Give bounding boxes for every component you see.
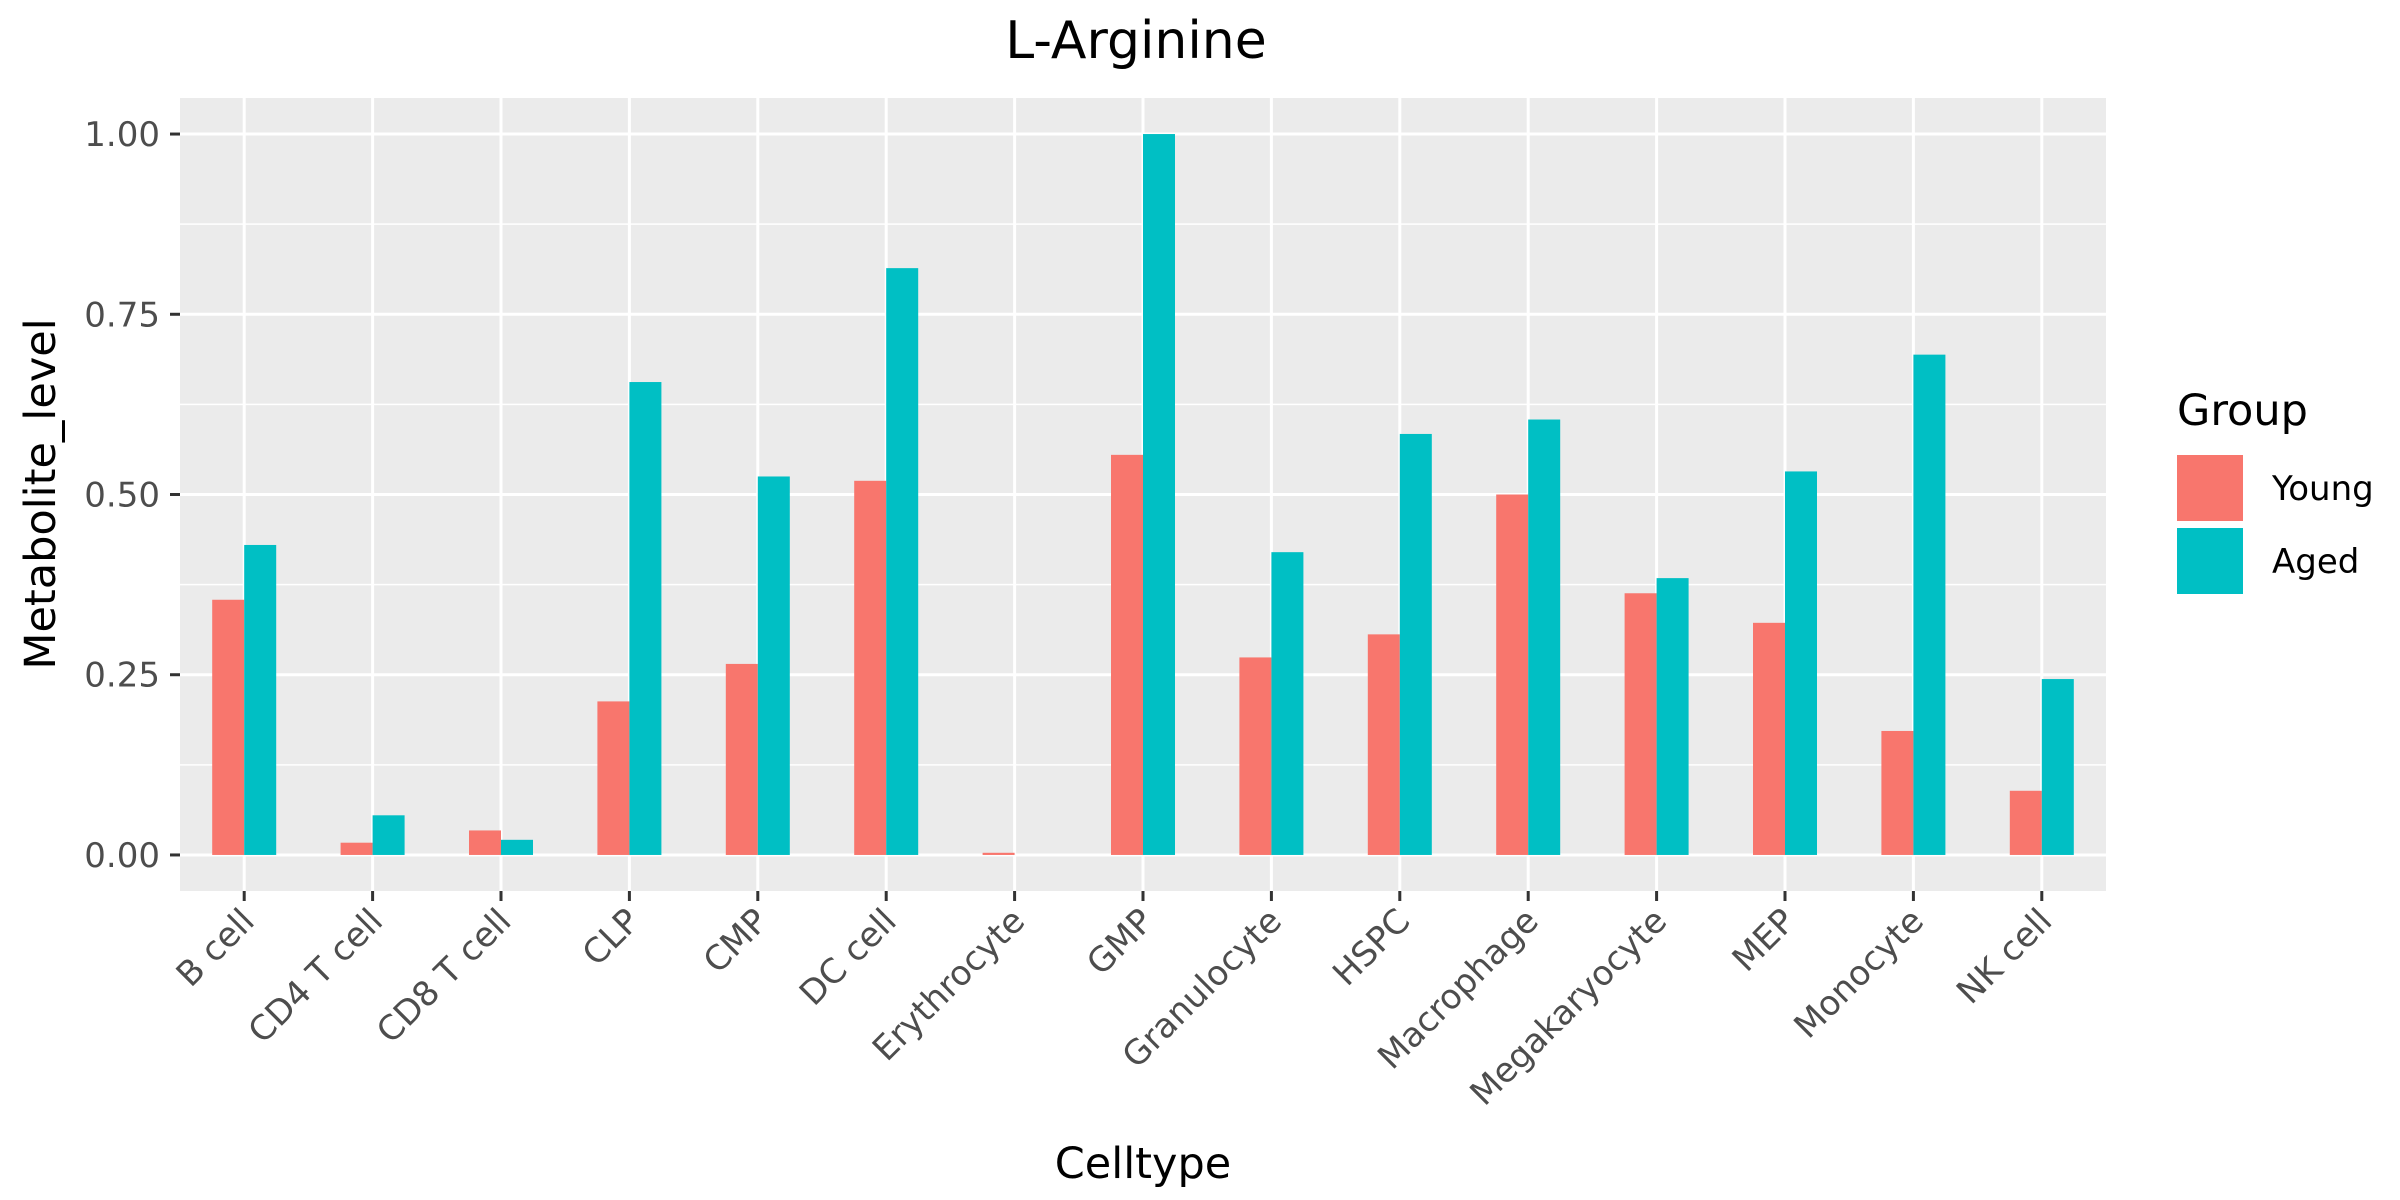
- bar-young: [469, 830, 501, 855]
- legend-title: Group: [2177, 386, 2308, 436]
- bar-aged: [1271, 552, 1304, 855]
- bar-young: [1239, 657, 1272, 855]
- x-tick-label: CD4 T cell: [241, 901, 391, 1051]
- bar-young: [1111, 454, 1143, 855]
- bar-young: [2009, 790, 2042, 855]
- y-tick-label: 0.75: [84, 295, 160, 335]
- bar-young: [340, 842, 373, 855]
- x-tick-label: CD8 T cell: [369, 901, 519, 1051]
- bar-aged: [1143, 134, 1175, 855]
- bar-young: [1367, 634, 1400, 855]
- x-tick-label: NK cell: [1949, 901, 2060, 1012]
- legend-label-young: Young: [2271, 469, 2374, 509]
- bar-young: [1496, 494, 1529, 855]
- bar-young: [854, 480, 887, 855]
- chart-title: L-Arginine: [1005, 11, 1267, 71]
- x-tick-label: MEP: [1725, 901, 1804, 980]
- y-tick-label: 0.25: [84, 656, 160, 696]
- bar-aged: [372, 815, 405, 855]
- y-axis-title: Metabolite_level: [16, 318, 66, 669]
- x-tick-label: CMP: [696, 901, 776, 981]
- bar-aged: [501, 839, 533, 855]
- bar-young: [725, 663, 758, 855]
- y-tick-label: 0.50: [84, 476, 160, 516]
- bar-young: [982, 852, 1015, 855]
- y-tick-label: 1.00: [84, 115, 160, 155]
- bar-aged: [1399, 433, 1432, 855]
- bars: [212, 134, 2074, 855]
- y-axis: 0.00 0.25 0.50 0.75 1.00: [84, 115, 180, 876]
- x-tick-label: Monocyte: [1786, 901, 1931, 1046]
- bar-young: [212, 599, 245, 855]
- bar-aged: [2041, 679, 2074, 855]
- bar-young: [1624, 593, 1657, 855]
- bar-young: [1881, 730, 1914, 855]
- legend: Group Young Aged: [2177, 386, 2374, 594]
- bar-aged: [1528, 419, 1561, 855]
- legend-key-aged: [2177, 528, 2243, 594]
- y-tick-label: 0.00: [84, 836, 160, 876]
- legend-label-aged: Aged: [2272, 542, 2359, 582]
- bar-young: [597, 701, 630, 855]
- x-axis-title: Celltype: [1055, 1139, 1231, 1189]
- x-tick-label: CLP: [575, 901, 648, 974]
- bar-young: [1753, 622, 1785, 855]
- x-tick-label: GMP: [1079, 901, 1161, 983]
- bar-aged: [757, 476, 790, 855]
- x-tick-label: B cell: [169, 901, 263, 995]
- bar-aged: [1913, 354, 1946, 855]
- bar-aged: [244, 544, 277, 855]
- legend-key-young: [2177, 455, 2243, 521]
- bar-aged: [629, 382, 662, 855]
- bar-aged: [1656, 578, 1689, 855]
- x-tick-label: DC cell: [792, 901, 905, 1014]
- x-tick-label: HSPC: [1325, 901, 1418, 994]
- bar-aged: [886, 268, 919, 855]
- bar-aged: [1785, 471, 1817, 855]
